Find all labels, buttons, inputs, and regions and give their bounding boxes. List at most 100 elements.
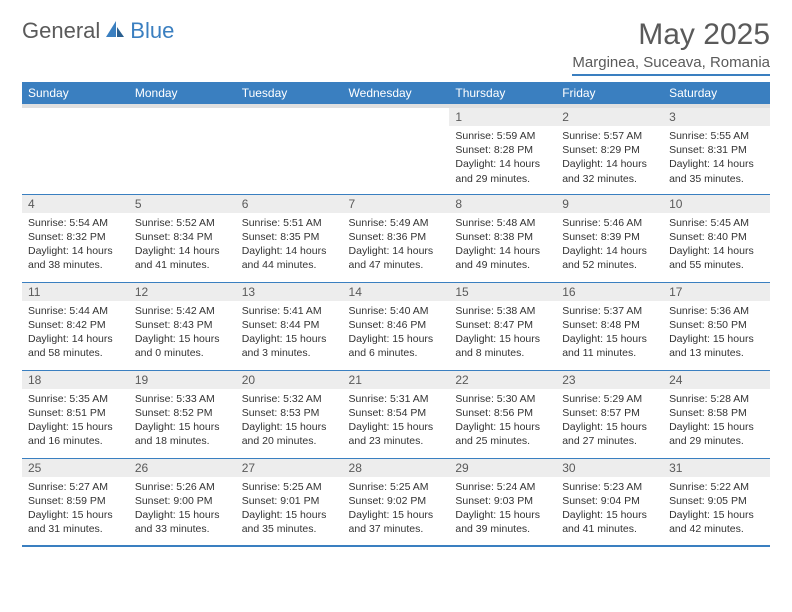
daylight-text-2: and 20 minutes. — [242, 434, 337, 448]
sail-icon — [104, 19, 126, 44]
sunset-text: Sunset: 8:34 PM — [135, 230, 230, 244]
sunset-text: Sunset: 8:42 PM — [28, 318, 123, 332]
calendar-cell: 30Sunrise: 5:23 AMSunset: 9:04 PMDayligh… — [556, 458, 663, 546]
daylight-text-2: and 29 minutes. — [455, 172, 550, 186]
day-details: Sunrise: 5:59 AMSunset: 8:28 PMDaylight:… — [449, 126, 556, 190]
daylight-text-1: Daylight: 14 hours — [242, 244, 337, 258]
calendar-cell: 25Sunrise: 5:27 AMSunset: 8:59 PMDayligh… — [22, 458, 129, 546]
day-number: 2 — [556, 108, 663, 126]
day-number: 23 — [556, 371, 663, 389]
daylight-text-1: Daylight: 15 hours — [242, 508, 337, 522]
day-number: 14 — [343, 283, 450, 301]
calendar-cell: 3Sunrise: 5:55 AMSunset: 8:31 PMDaylight… — [663, 106, 770, 194]
sunset-text: Sunset: 8:38 PM — [455, 230, 550, 244]
calendar-cell: 27Sunrise: 5:25 AMSunset: 9:01 PMDayligh… — [236, 458, 343, 546]
day-details: Sunrise: 5:49 AMSunset: 8:36 PMDaylight:… — [343, 213, 450, 277]
day-details: Sunrise: 5:40 AMSunset: 8:46 PMDaylight:… — [343, 301, 450, 365]
calendar-cell: 29Sunrise: 5:24 AMSunset: 9:03 PMDayligh… — [449, 458, 556, 546]
day-details: Sunrise: 5:35 AMSunset: 8:51 PMDaylight:… — [22, 389, 129, 453]
sunrise-text: Sunrise: 5:33 AM — [135, 392, 230, 406]
day-number: 6 — [236, 195, 343, 213]
day-number: 3 — [663, 108, 770, 126]
day-details: Sunrise: 5:25 AMSunset: 9:02 PMDaylight:… — [343, 477, 450, 541]
day-details: Sunrise: 5:25 AMSunset: 9:01 PMDaylight:… — [236, 477, 343, 541]
daylight-text-2: and 58 minutes. — [28, 346, 123, 360]
sunset-text: Sunset: 9:04 PM — [562, 494, 657, 508]
day-number: 10 — [663, 195, 770, 213]
sunset-text: Sunset: 8:40 PM — [669, 230, 764, 244]
day-details: Sunrise: 5:24 AMSunset: 9:03 PMDaylight:… — [449, 477, 556, 541]
sunset-text: Sunset: 8:36 PM — [349, 230, 444, 244]
sunrise-text: Sunrise: 5:25 AM — [349, 480, 444, 494]
daylight-text-2: and 29 minutes. — [669, 434, 764, 448]
sunset-text: Sunset: 8:51 PM — [28, 406, 123, 420]
day-details: Sunrise: 5:48 AMSunset: 8:38 PMDaylight:… — [449, 213, 556, 277]
daylight-text-1: Daylight: 15 hours — [455, 420, 550, 434]
sunset-text: Sunset: 8:35 PM — [242, 230, 337, 244]
sunrise-text: Sunrise: 5:37 AM — [562, 304, 657, 318]
daylight-text-1: Daylight: 15 hours — [242, 332, 337, 346]
day-number: 26 — [129, 459, 236, 477]
calendar-cell: 4Sunrise: 5:54 AMSunset: 8:32 PMDaylight… — [22, 194, 129, 282]
sunset-text: Sunset: 9:02 PM — [349, 494, 444, 508]
daylight-text-1: Daylight: 14 hours — [28, 244, 123, 258]
calendar-cell: 2Sunrise: 5:57 AMSunset: 8:29 PMDaylight… — [556, 106, 663, 194]
daylight-text-2: and 16 minutes. — [28, 434, 123, 448]
daylight-text-2: and 33 minutes. — [135, 522, 230, 536]
day-number: 18 — [22, 371, 129, 389]
day-details: Sunrise: 5:57 AMSunset: 8:29 PMDaylight:… — [556, 126, 663, 190]
logo: General Blue — [22, 18, 174, 44]
calendar-cell: 28Sunrise: 5:25 AMSunset: 9:02 PMDayligh… — [343, 458, 450, 546]
daylight-text-1: Daylight: 14 hours — [455, 157, 550, 171]
sunset-text: Sunset: 8:57 PM — [562, 406, 657, 420]
calendar-cell: 23Sunrise: 5:29 AMSunset: 8:57 PMDayligh… — [556, 370, 663, 458]
sunrise-text: Sunrise: 5:27 AM — [28, 480, 123, 494]
day-number: 27 — [236, 459, 343, 477]
calendar-cell: 14Sunrise: 5:40 AMSunset: 8:46 PMDayligh… — [343, 282, 450, 370]
day-number: 21 — [343, 371, 450, 389]
daylight-text-1: Daylight: 15 hours — [135, 508, 230, 522]
sunset-text: Sunset: 8:28 PM — [455, 143, 550, 157]
weekday-header: Saturday — [663, 82, 770, 106]
sunrise-text: Sunrise: 5:55 AM — [669, 129, 764, 143]
calendar-table: SundayMondayTuesdayWednesdayThursdayFrid… — [22, 82, 770, 547]
sunrise-text: Sunrise: 5:23 AM — [562, 480, 657, 494]
sunrise-text: Sunrise: 5:41 AM — [242, 304, 337, 318]
daylight-text-1: Daylight: 15 hours — [455, 332, 550, 346]
day-details: Sunrise: 5:33 AMSunset: 8:52 PMDaylight:… — [129, 389, 236, 453]
day-number: 11 — [22, 283, 129, 301]
daylight-text-2: and 32 minutes. — [562, 172, 657, 186]
sunset-text: Sunset: 8:54 PM — [349, 406, 444, 420]
daylight-text-1: Daylight: 14 hours — [669, 244, 764, 258]
day-details: Sunrise: 5:30 AMSunset: 8:56 PMDaylight:… — [449, 389, 556, 453]
calendar-cell: 13Sunrise: 5:41 AMSunset: 8:44 PMDayligh… — [236, 282, 343, 370]
calendar-cell: 7Sunrise: 5:49 AMSunset: 8:36 PMDaylight… — [343, 194, 450, 282]
sunrise-text: Sunrise: 5:59 AM — [455, 129, 550, 143]
sunrise-text: Sunrise: 5:44 AM — [28, 304, 123, 318]
sunrise-text: Sunrise: 5:29 AM — [562, 392, 657, 406]
title-block: May 2025 Marginea, Suceava, Romania — [572, 18, 770, 76]
sunrise-text: Sunrise: 5:24 AM — [455, 480, 550, 494]
daylight-text-1: Daylight: 15 hours — [349, 420, 444, 434]
sunrise-text: Sunrise: 5:48 AM — [455, 216, 550, 230]
day-details: Sunrise: 5:36 AMSunset: 8:50 PMDaylight:… — [663, 301, 770, 365]
day-number: 15 — [449, 283, 556, 301]
sunrise-text: Sunrise: 5:45 AM — [669, 216, 764, 230]
calendar-cell: 12Sunrise: 5:42 AMSunset: 8:43 PMDayligh… — [129, 282, 236, 370]
day-details: Sunrise: 5:42 AMSunset: 8:43 PMDaylight:… — [129, 301, 236, 365]
calendar-cell: 19Sunrise: 5:33 AMSunset: 8:52 PMDayligh… — [129, 370, 236, 458]
weekday-header-row: SundayMondayTuesdayWednesdayThursdayFrid… — [22, 82, 770, 106]
sunset-text: Sunset: 8:46 PM — [349, 318, 444, 332]
sunrise-text: Sunrise: 5:40 AM — [349, 304, 444, 318]
daylight-text-2: and 0 minutes. — [135, 346, 230, 360]
daylight-text-2: and 25 minutes. — [455, 434, 550, 448]
day-details: Sunrise: 5:31 AMSunset: 8:54 PMDaylight:… — [343, 389, 450, 453]
month-title: May 2025 — [572, 18, 770, 52]
day-details: Sunrise: 5:52 AMSunset: 8:34 PMDaylight:… — [129, 213, 236, 277]
daylight-text-2: and 37 minutes. — [349, 522, 444, 536]
weekday-header: Friday — [556, 82, 663, 106]
calendar-cell: 5Sunrise: 5:52 AMSunset: 8:34 PMDaylight… — [129, 194, 236, 282]
day-details: Sunrise: 5:54 AMSunset: 8:32 PMDaylight:… — [22, 213, 129, 277]
sunrise-text: Sunrise: 5:28 AM — [669, 392, 764, 406]
daylight-text-2: and 52 minutes. — [562, 258, 657, 272]
